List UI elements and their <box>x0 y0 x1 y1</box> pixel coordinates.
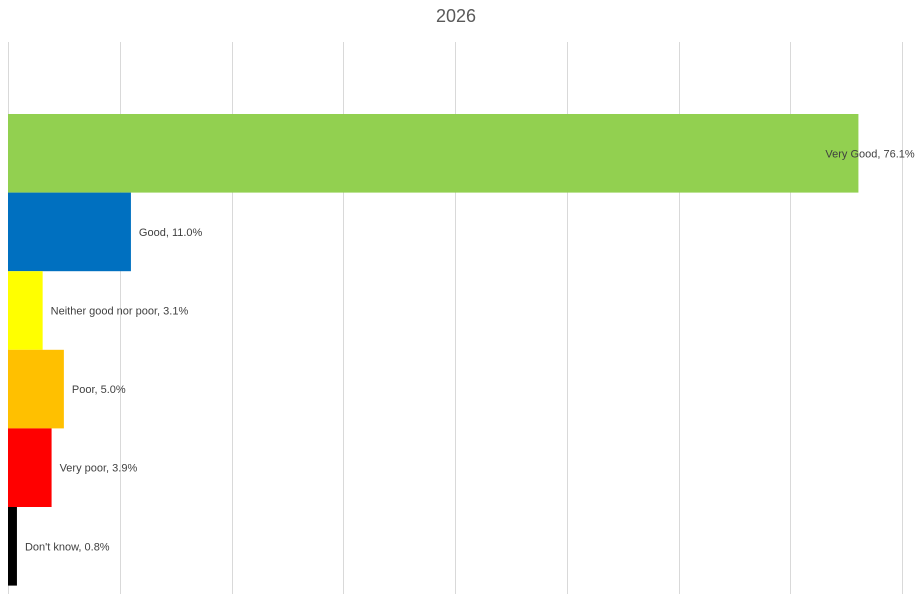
chart-title: 2026 <box>436 6 476 26</box>
data-label-neither-good-nor-poor: Neither good nor poor, 3.1% <box>51 306 189 318</box>
data-label-very-good: Very Good, 76.1% <box>825 148 914 160</box>
bars <box>8 114 859 586</box>
bar-don-t-know <box>8 507 17 586</box>
bar-poor <box>8 349 64 429</box>
data-label-don-t-know: Don't know, 0.8% <box>25 541 110 553</box>
data-label-poor: Poor, 5.0% <box>72 384 126 396</box>
bar-neither-good-nor-poor <box>8 271 43 350</box>
data-label-very-poor: Very poor, 3.9% <box>60 463 138 475</box>
bar-very-poor <box>8 428 52 507</box>
data-labels: Very Good, 76.1% Good, 11.0% Neither good … <box>25 148 915 553</box>
data-label-good: Good, 11.0% <box>139 227 203 239</box>
bar-good <box>8 192 131 272</box>
bar-very-good <box>8 114 859 193</box>
